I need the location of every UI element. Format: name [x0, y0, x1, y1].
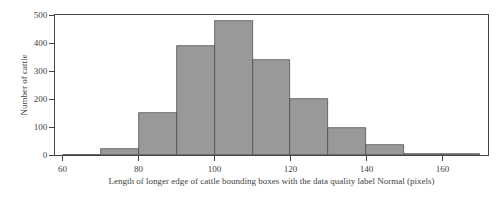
svg-text:0: 0: [43, 150, 48, 160]
svg-text:500: 500: [34, 10, 48, 20]
svg-text:60: 60: [58, 164, 68, 174]
svg-text:100: 100: [208, 164, 222, 174]
svg-text:80: 80: [134, 164, 144, 174]
svg-text:120: 120: [284, 164, 298, 174]
svg-text:400: 400: [34, 38, 48, 48]
svg-text:Number of cattle: Number of cattle: [19, 55, 29, 116]
svg-text:Length of longer edge of cattl: Length of longer edge of cattle bounding…: [109, 176, 435, 186]
svg-text:100: 100: [34, 122, 48, 132]
svg-text:200: 200: [34, 94, 48, 104]
svg-text:160: 160: [436, 164, 450, 174]
svg-text:300: 300: [34, 66, 48, 76]
svg-text:140: 140: [360, 164, 374, 174]
